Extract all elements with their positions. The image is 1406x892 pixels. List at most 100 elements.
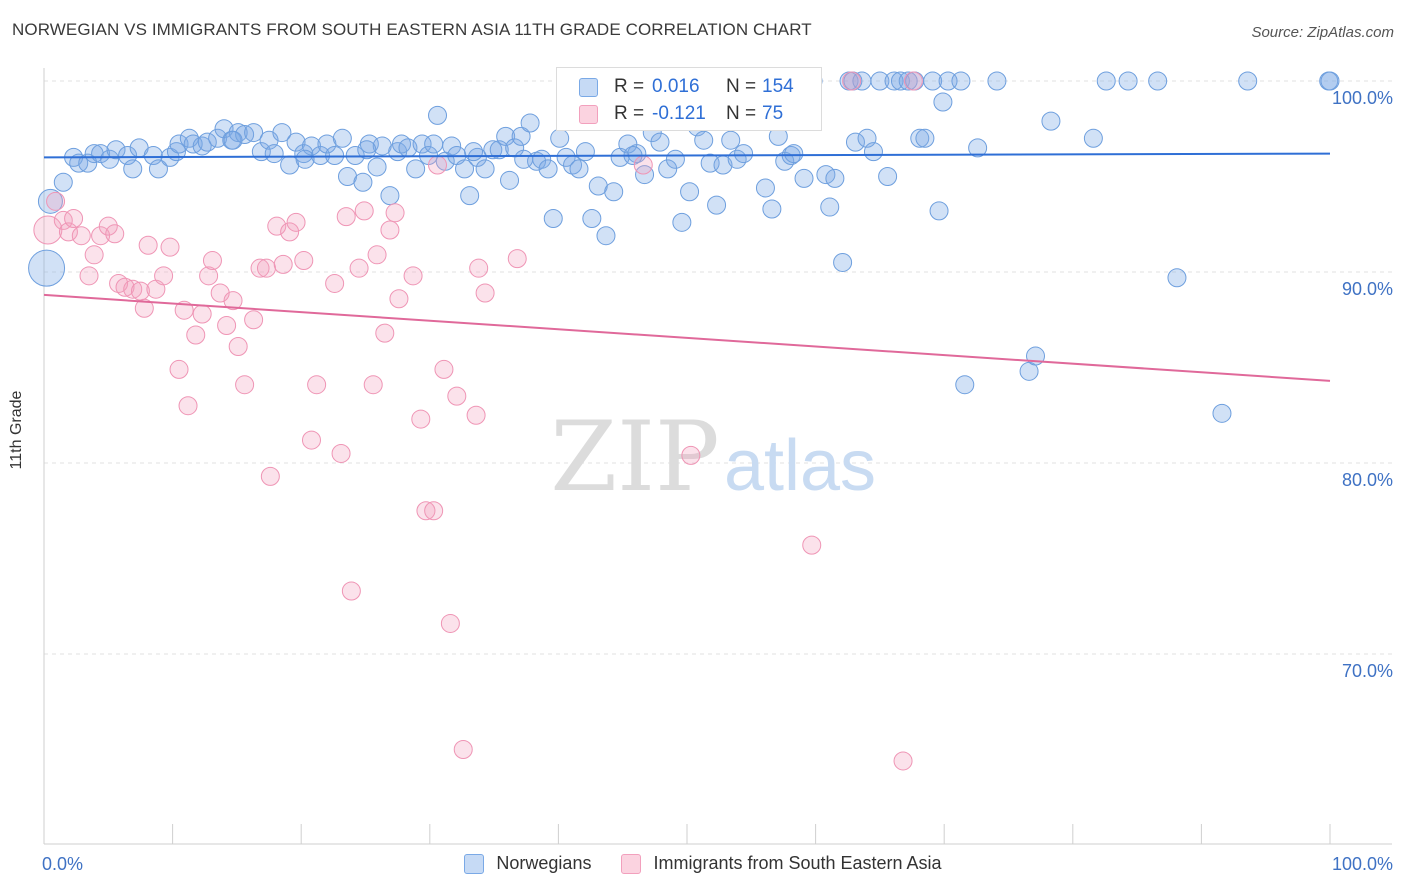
- norwegians-point: [464, 142, 484, 162]
- stats-row-immigrants: R = -0.121 N = 75: [579, 102, 783, 126]
- y-tick-label: 100.0%: [1332, 88, 1393, 108]
- data-points: [28, 71, 1340, 771]
- immigrants-point: [294, 251, 314, 271]
- norwegians-point: [825, 168, 845, 188]
- immigrants-point: [424, 501, 444, 521]
- norwegians-point: [310, 145, 330, 165]
- immigrants-point: [64, 209, 84, 229]
- immigrants-point: [267, 216, 287, 236]
- norwegians-point: [511, 126, 531, 146]
- immigrants-point: [46, 191, 66, 211]
- immigrants-point: [375, 323, 395, 343]
- y-tick-label: 70.0%: [1342, 661, 1393, 681]
- n-label: N =: [726, 76, 757, 97]
- norwegians-point: [734, 144, 754, 164]
- immigrants-point: [903, 71, 923, 91]
- y-axis-label: 11th Grade: [8, 390, 25, 470]
- legend-item-immigrants[interactable]: Immigrants from South Eastern Asia: [621, 853, 942, 874]
- norwegians-point: [635, 165, 655, 185]
- immigrants-point: [98, 216, 118, 236]
- norwegians-point: [475, 159, 495, 179]
- axes: [43, 68, 1392, 845]
- norwegians-point: [123, 159, 143, 179]
- norwegians-point: [353, 172, 373, 192]
- n-label: N =: [726, 103, 757, 124]
- norwegians-point: [264, 144, 284, 164]
- norwegians-point: [325, 145, 345, 165]
- norwegians-point: [569, 159, 589, 179]
- norwegians-point: [933, 92, 953, 112]
- immigrants-point: [154, 266, 174, 286]
- norwegians-point: [286, 132, 306, 152]
- norwegians-point: [106, 140, 126, 160]
- norwegians-point: [755, 178, 775, 198]
- norwegians-point: [380, 186, 400, 206]
- norwegians-point: [556, 147, 576, 167]
- norwegians-point: [707, 195, 727, 215]
- norwegians-point: [884, 71, 904, 91]
- immigrants-point: [385, 203, 405, 223]
- norwegians-point: [721, 130, 741, 150]
- norwegians-point: [604, 182, 624, 202]
- norwegians-point: [694, 130, 714, 150]
- immigrants-point: [301, 430, 321, 450]
- immigrants-point: [217, 315, 237, 335]
- immigrants-point: [380, 220, 400, 240]
- norwegians-point: [923, 71, 943, 91]
- y-tick-label: 80.0%: [1342, 470, 1393, 490]
- norwegians-point: [833, 252, 853, 272]
- norwegians-point: [460, 186, 480, 206]
- norwegians-point: [987, 71, 1007, 91]
- stats-legend: R = 0.016 N = 154 R = -0.121 N = 75: [556, 67, 822, 131]
- immigrants-point: [416, 501, 436, 521]
- immigrants-point: [349, 258, 369, 278]
- immigrants-point: [79, 266, 99, 286]
- watermark-zip: ZIP: [550, 401, 719, 513]
- norwegians-point: [820, 197, 840, 217]
- immigrants-point: [681, 445, 701, 465]
- norwegians-point: [483, 140, 503, 160]
- norwegians-point: [500, 170, 520, 190]
- immigrants-point: [260, 466, 280, 486]
- norwegians-point: [672, 212, 692, 232]
- immigrants-point: [411, 409, 431, 429]
- norwegians-point: [910, 128, 930, 148]
- immigrants-point: [893, 751, 913, 771]
- immigrants-swatch: [579, 104, 598, 124]
- norwegians-point: [223, 130, 243, 150]
- norwegians-point: [192, 136, 212, 156]
- norwegians-point: [412, 134, 432, 154]
- x-tick-label: 0.0%: [42, 854, 83, 874]
- norwegians-point: [870, 71, 890, 91]
- immigrants-point: [507, 249, 527, 269]
- norwegians-point: [406, 159, 426, 179]
- norwegians-point: [332, 128, 352, 148]
- r-label: R =: [614, 76, 645, 97]
- immigrants-point: [469, 258, 489, 278]
- norwegians-point: [1212, 403, 1232, 423]
- immigrants-point: [138, 235, 158, 255]
- legend-item-norwegians[interactable]: Norwegians: [464, 853, 591, 874]
- r-value: 0.016: [652, 76, 700, 97]
- norwegians-point: [1041, 111, 1061, 131]
- norwegians-point: [951, 71, 971, 91]
- immigrants-point: [71, 226, 91, 246]
- immigrants-point: [475, 283, 495, 303]
- immigrants-point: [389, 289, 409, 309]
- norwegians-point: [1320, 71, 1340, 91]
- immigrants-point: [363, 375, 383, 395]
- norwegians-point: [538, 159, 558, 179]
- norwegians-point: [53, 172, 73, 192]
- immigrants-point: [434, 359, 454, 379]
- norwegians-point: [78, 153, 98, 173]
- norwegians-point: [455, 159, 475, 179]
- norwegians-point: [794, 168, 814, 188]
- immigrants-point: [428, 155, 448, 175]
- norwegians-point: [37, 188, 63, 214]
- immigrants-point: [633, 155, 653, 175]
- immigrants-point: [223, 291, 243, 311]
- immigrants-point: [341, 581, 361, 601]
- immigrants-point: [115, 277, 135, 297]
- immigrants-point: [466, 405, 486, 425]
